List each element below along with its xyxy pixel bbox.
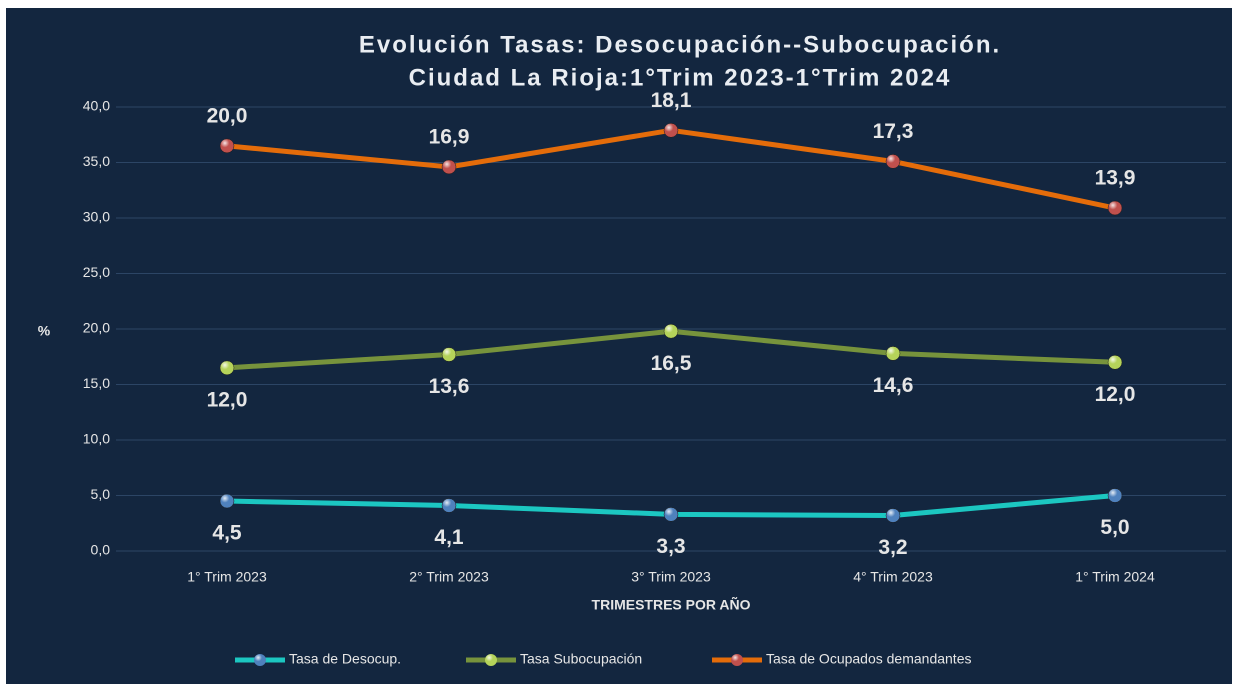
data-point: [441, 498, 457, 513]
x-tick-label: 2° Trim 2023: [409, 569, 489, 585]
marker-shine: [1108, 488, 1122, 503]
chart-title: Ciudad La Rioja:1°Trim 2023-1°Trim 2024: [409, 64, 952, 91]
data-label: 3,2: [878, 536, 907, 559]
marker-shine: [442, 347, 456, 362]
data-label: 13,6: [429, 375, 470, 398]
data-point: [219, 360, 235, 376]
data-point: [441, 347, 457, 362]
data-label: 20,0: [207, 104, 248, 127]
marker-shine: [220, 494, 234, 509]
legend-marker-shine: [731, 654, 743, 666]
chart-background: [6, 8, 1232, 684]
marker-shine: [442, 159, 456, 174]
data-label: 4,1: [434, 526, 464, 549]
data-label: 12,0: [1095, 383, 1136, 406]
data-point: [663, 323, 679, 339]
data-label: 18,1: [651, 89, 692, 112]
data-point: [1107, 488, 1123, 503]
marker-shine: [664, 123, 678, 138]
x-tick-label: 4° Trim 2023: [853, 569, 933, 585]
marker-shine: [220, 360, 234, 375]
x-tick-label: 3° Trim 2023: [631, 569, 711, 585]
marker-shine: [886, 346, 900, 361]
data-point: [885, 154, 901, 169]
legend-label: Tasa de Ocupados demandantes: [766, 651, 971, 667]
marker-shine: [664, 507, 678, 522]
data-label: 12,0: [207, 388, 248, 411]
marker-shine: [220, 138, 234, 153]
y-tick-label: 25,0: [83, 264, 110, 280]
y-tick-label: 35,0: [83, 153, 110, 169]
data-point: [885, 508, 901, 523]
legend-marker-shine: [254, 654, 266, 666]
marker-shine: [664, 324, 678, 339]
data-point: [663, 507, 679, 522]
data-point: [219, 493, 235, 509]
y-tick-label: 0,0: [91, 542, 111, 558]
x-axis-title: TRIMESTRES POR AÑO: [592, 596, 751, 613]
marker-shine: [886, 154, 900, 169]
y-tick-label: 10,0: [83, 431, 110, 447]
marker-shine: [442, 498, 456, 513]
data-label: 14,6: [873, 374, 914, 397]
data-label: 13,9: [1095, 167, 1136, 190]
data-label: 3,3: [656, 535, 685, 558]
data-label: 16,9: [429, 125, 470, 148]
legend-marker-shine: [485, 654, 497, 666]
legend-label: Tasa de Desocup.: [289, 651, 401, 667]
y-tick-label: 40,0: [83, 98, 110, 114]
marker-shine: [886, 508, 900, 523]
marker-shine: [1108, 201, 1122, 216]
data-label: 4,5: [212, 522, 242, 545]
y-tick-label: 5,0: [91, 486, 111, 502]
chart-title: Evolución Tasas: Desocupación--Subocupac…: [359, 31, 1001, 58]
data-point: [1107, 200, 1123, 216]
x-tick-label: 1° Trim 2023: [187, 569, 267, 585]
y-tick-label: 20,0: [83, 320, 110, 336]
data-label: 17,3: [873, 120, 914, 143]
data-label: 5,0: [1100, 516, 1129, 539]
y-tick-label: 30,0: [83, 209, 110, 225]
data-point: [219, 138, 235, 154]
data-label: 16,5: [651, 352, 692, 375]
data-point: [663, 123, 679, 138]
data-point: [1107, 355, 1123, 370]
marker-shine: [1108, 355, 1122, 370]
y-axis-title: %: [38, 323, 51, 339]
data-point: [441, 159, 457, 175]
legend-label: Tasa Subocupación: [520, 651, 642, 667]
x-tick-label: 1° Trim 2024: [1075, 569, 1155, 585]
y-tick-label: 15,0: [83, 375, 110, 391]
data-point: [885, 346, 901, 361]
